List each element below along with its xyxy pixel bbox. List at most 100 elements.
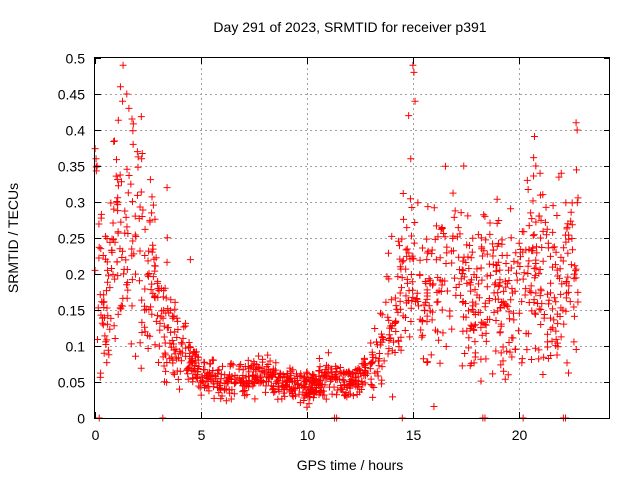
- data-point: [481, 212, 489, 220]
- data-point: [448, 325, 456, 333]
- data-point: [149, 241, 157, 249]
- data-point: [283, 370, 291, 378]
- data-point: [133, 191, 141, 199]
- data-point: [103, 336, 111, 344]
- data-point: [369, 351, 377, 359]
- data-point: [245, 383, 253, 391]
- data-point: [104, 320, 112, 328]
- data-point: [501, 375, 509, 383]
- data-point: [184, 375, 192, 383]
- data-point: [507, 234, 515, 242]
- data-point: [471, 349, 479, 357]
- data-point: [215, 366, 223, 374]
- data-point: [388, 347, 396, 355]
- data-point: [385, 275, 393, 283]
- data-point: [122, 256, 130, 264]
- data-point: [316, 377, 324, 385]
- data-point: [408, 278, 416, 286]
- data-point: [530, 265, 538, 273]
- data-point: [287, 386, 295, 394]
- data-point: [392, 318, 400, 326]
- data-point: [114, 272, 122, 280]
- data-point: [144, 271, 152, 279]
- data-point: [467, 254, 475, 262]
- data-point: [380, 335, 388, 343]
- data-point: [129, 120, 137, 128]
- data-point: [537, 285, 545, 293]
- data-point: [452, 284, 460, 292]
- data-point: [138, 150, 146, 158]
- data-point: [408, 203, 416, 211]
- data-point: [148, 280, 156, 288]
- data-point: [549, 305, 557, 313]
- data-point: [556, 274, 564, 282]
- data-point: [481, 303, 489, 311]
- data-point: [342, 388, 350, 396]
- data-point: [94, 335, 102, 343]
- data-point: [343, 383, 351, 391]
- data-point: [159, 293, 167, 301]
- x-tick-label: 15: [406, 427, 422, 443]
- data-point: [300, 373, 308, 381]
- data-point: [376, 350, 384, 358]
- data-point: [553, 266, 561, 274]
- data-point: [305, 386, 313, 394]
- data-point: [426, 307, 434, 315]
- data-point: [530, 231, 538, 239]
- data-point: [525, 245, 533, 253]
- data-point: [537, 306, 545, 314]
- data-point: [152, 254, 160, 262]
- data-point: [567, 261, 575, 269]
- data-point: [523, 176, 531, 184]
- data-point: [141, 225, 149, 233]
- data-point: [421, 306, 429, 314]
- data-point: [423, 256, 431, 264]
- data-point: [99, 298, 107, 306]
- data-point: [399, 312, 407, 320]
- data-point: [418, 333, 426, 341]
- data-point: [131, 212, 139, 220]
- data-point: [495, 239, 503, 247]
- data-point: [530, 296, 538, 304]
- data-point: [244, 363, 252, 371]
- data-point: [440, 229, 448, 237]
- data-point: [436, 254, 444, 262]
- data-point: [111, 275, 119, 283]
- data-point: [551, 261, 559, 269]
- data-point: [448, 259, 456, 267]
- data-point: [482, 236, 490, 244]
- data-point: [464, 307, 472, 315]
- data-point: [472, 273, 480, 281]
- data-point: [91, 145, 99, 153]
- data-point: [114, 116, 122, 124]
- data-point: [186, 256, 194, 264]
- data-point: [552, 335, 560, 343]
- data-point: [374, 372, 382, 380]
- data-point: [489, 252, 497, 260]
- data-point: [124, 286, 132, 294]
- data-point: [544, 343, 552, 351]
- data-point: [414, 199, 422, 207]
- data-point: [441, 233, 449, 241]
- data-point: [401, 326, 409, 334]
- data-point: [396, 263, 404, 271]
- data-point: [163, 258, 171, 266]
- data-point: [109, 270, 117, 278]
- data-point: [145, 306, 153, 314]
- data-point: [357, 370, 365, 378]
- data-point: [95, 243, 103, 251]
- data-point: [402, 246, 410, 254]
- data-point: [119, 97, 127, 105]
- data-point: [474, 231, 482, 239]
- data-point: [518, 298, 526, 306]
- data-point: [532, 243, 540, 251]
- data-point: [572, 267, 580, 275]
- data-point: [105, 351, 113, 359]
- data-point: [514, 259, 522, 267]
- data-point: [217, 375, 225, 383]
- data-point: [460, 273, 468, 281]
- data-point: [164, 324, 172, 332]
- data-point: [114, 176, 122, 184]
- data-point: [107, 199, 115, 207]
- data-point: [505, 338, 513, 346]
